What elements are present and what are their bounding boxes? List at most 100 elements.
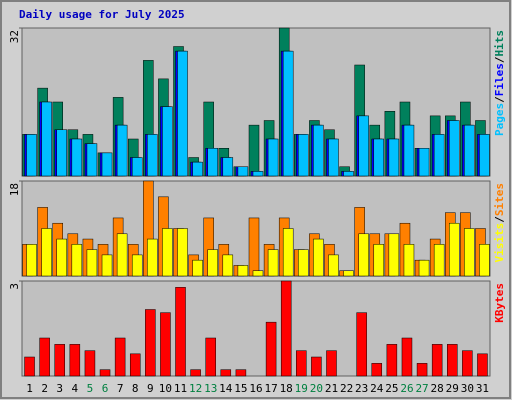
bar bbox=[464, 124, 475, 177]
x-tick-label: 1 bbox=[26, 382, 33, 395]
bar bbox=[56, 129, 67, 177]
bar bbox=[248, 217, 260, 277]
x-tick-label: 6 bbox=[102, 382, 109, 395]
bar bbox=[162, 106, 173, 177]
x-tick-label: 23 bbox=[355, 382, 368, 395]
bar bbox=[388, 138, 400, 177]
bar bbox=[252, 171, 264, 177]
bar bbox=[433, 244, 445, 277]
x-tick-label: 22 bbox=[340, 382, 353, 395]
x-tick-label: 13 bbox=[204, 382, 217, 395]
legend: Pages/Files/Hits bbox=[493, 30, 506, 136]
bar bbox=[24, 356, 35, 377]
bar bbox=[145, 309, 156, 377]
x-tick-label: 4 bbox=[72, 382, 79, 395]
bar bbox=[86, 143, 98, 177]
x-tick-label: 19 bbox=[295, 382, 308, 395]
x-tick-label: 11 bbox=[174, 382, 187, 395]
x-tick-label: 20 bbox=[310, 382, 323, 395]
bar bbox=[296, 350, 307, 377]
bar bbox=[328, 138, 339, 177]
x-tick-label: 2 bbox=[41, 382, 48, 395]
bar bbox=[207, 249, 218, 277]
x-tick-label: 12 bbox=[189, 382, 202, 395]
bar bbox=[356, 312, 367, 377]
bar bbox=[190, 369, 201, 377]
x-tick-label: 17 bbox=[264, 382, 277, 395]
legend-separator: / bbox=[493, 56, 506, 63]
bar bbox=[403, 244, 415, 277]
x-tick-label: 7 bbox=[117, 382, 124, 395]
bar bbox=[479, 244, 490, 277]
bar bbox=[298, 249, 309, 277]
bar bbox=[447, 344, 458, 377]
bar bbox=[373, 244, 385, 277]
legend: KBytes bbox=[493, 283, 506, 323]
bar bbox=[311, 356, 322, 377]
bar bbox=[401, 337, 413, 377]
x-tick-label: 10 bbox=[159, 382, 172, 395]
x-tick-label: 30 bbox=[461, 382, 474, 395]
bar bbox=[160, 312, 171, 377]
bar bbox=[162, 228, 173, 277]
x-tick-label: 28 bbox=[431, 382, 444, 395]
bar bbox=[101, 152, 113, 177]
legend-separator: / bbox=[493, 96, 506, 103]
bar bbox=[433, 134, 445, 177]
bar bbox=[358, 115, 369, 177]
x-tick-label: 14 bbox=[219, 382, 233, 395]
bar bbox=[282, 228, 294, 277]
bar bbox=[343, 270, 354, 277]
x-tick-label: 18 bbox=[280, 382, 293, 395]
bar bbox=[131, 157, 143, 177]
legend-entry: Pages bbox=[493, 103, 506, 136]
x-tick-label: 27 bbox=[415, 382, 428, 395]
bar bbox=[343, 171, 354, 177]
bar bbox=[84, 350, 96, 377]
bar bbox=[416, 363, 428, 377]
bar bbox=[267, 138, 279, 177]
bar bbox=[449, 120, 460, 177]
bar bbox=[462, 350, 473, 377]
bar bbox=[265, 321, 277, 377]
bar bbox=[313, 124, 324, 177]
x-tick-label: 24 bbox=[370, 382, 384, 395]
bar bbox=[326, 350, 337, 377]
bar bbox=[177, 228, 188, 277]
bar bbox=[86, 249, 98, 277]
bar bbox=[248, 124, 260, 177]
bar bbox=[129, 353, 141, 377]
bar bbox=[71, 138, 83, 177]
bar bbox=[282, 50, 294, 177]
bar bbox=[431, 344, 443, 377]
legend: Visits/Sites bbox=[493, 183, 506, 263]
x-tick-label: 5 bbox=[87, 382, 94, 395]
bar bbox=[280, 280, 292, 377]
bar bbox=[207, 148, 218, 177]
bar bbox=[386, 344, 398, 377]
bar bbox=[177, 50, 188, 177]
bar bbox=[222, 254, 234, 277]
bar bbox=[192, 161, 203, 177]
bar bbox=[237, 166, 249, 177]
legend-entry: KBytes bbox=[493, 283, 506, 323]
x-tick-label: 16 bbox=[249, 382, 262, 395]
bar bbox=[373, 138, 385, 177]
bar bbox=[371, 363, 383, 377]
bar bbox=[220, 369, 232, 377]
x-tick-label: 25 bbox=[385, 382, 398, 395]
x-tick-label: 8 bbox=[132, 382, 139, 395]
bar bbox=[192, 259, 203, 277]
legend-entry: Files bbox=[493, 63, 506, 96]
bar bbox=[56, 238, 67, 277]
legend-entry: Sites bbox=[493, 183, 506, 216]
y-tick-label: 32 bbox=[8, 30, 21, 43]
bar bbox=[26, 134, 37, 177]
bar bbox=[69, 344, 81, 377]
bar bbox=[388, 233, 400, 277]
bar bbox=[131, 254, 143, 277]
y-tick-label: 3 bbox=[8, 283, 21, 290]
x-tick-label: 21 bbox=[325, 382, 338, 395]
bar bbox=[41, 228, 52, 277]
